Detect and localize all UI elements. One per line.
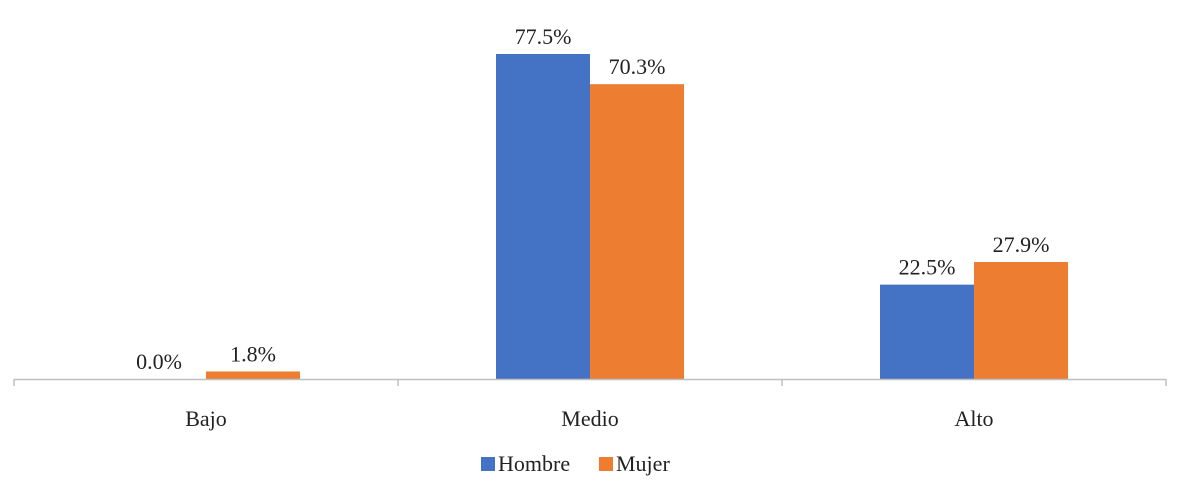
bar-mujer-alto	[974, 262, 1068, 379]
x-tick-label-medio: Medio	[561, 406, 618, 431]
data-label-mujer-medio: 70.3%	[609, 54, 666, 79]
data-labels-layer: 0.0% 1.8% 77.5% 70.3% 22.5% 27.9%	[136, 24, 1049, 374]
bar-mujer-medio	[590, 84, 684, 380]
legend-swatch-mujer	[599, 457, 613, 471]
x-axis: Bajo Medio Alto	[13, 378, 1167, 431]
bar-hombre-medio	[496, 54, 590, 379]
data-label-mujer-bajo: 1.8%	[230, 341, 276, 366]
x-tick-label-bajo: Bajo	[185, 406, 227, 431]
data-label-hombre-medio: 77.5%	[515, 24, 572, 49]
legend-swatch-hombre	[481, 457, 495, 471]
bar-mujer-bajo	[206, 371, 300, 379]
bar-hombre-alto	[880, 284, 974, 379]
data-label-hombre-alto: 22.5%	[899, 255, 956, 280]
legend-label-mujer: Mujer	[616, 451, 670, 476]
legend-label-hombre: Hombre	[498, 451, 570, 476]
data-label-mujer-alto: 27.9%	[993, 232, 1050, 257]
legend: Hombre Mujer	[481, 451, 670, 476]
bars-layer	[206, 54, 1068, 380]
data-label-hombre-bajo: 0.0%	[136, 349, 182, 374]
x-tick-label-alto: Alto	[954, 406, 993, 431]
